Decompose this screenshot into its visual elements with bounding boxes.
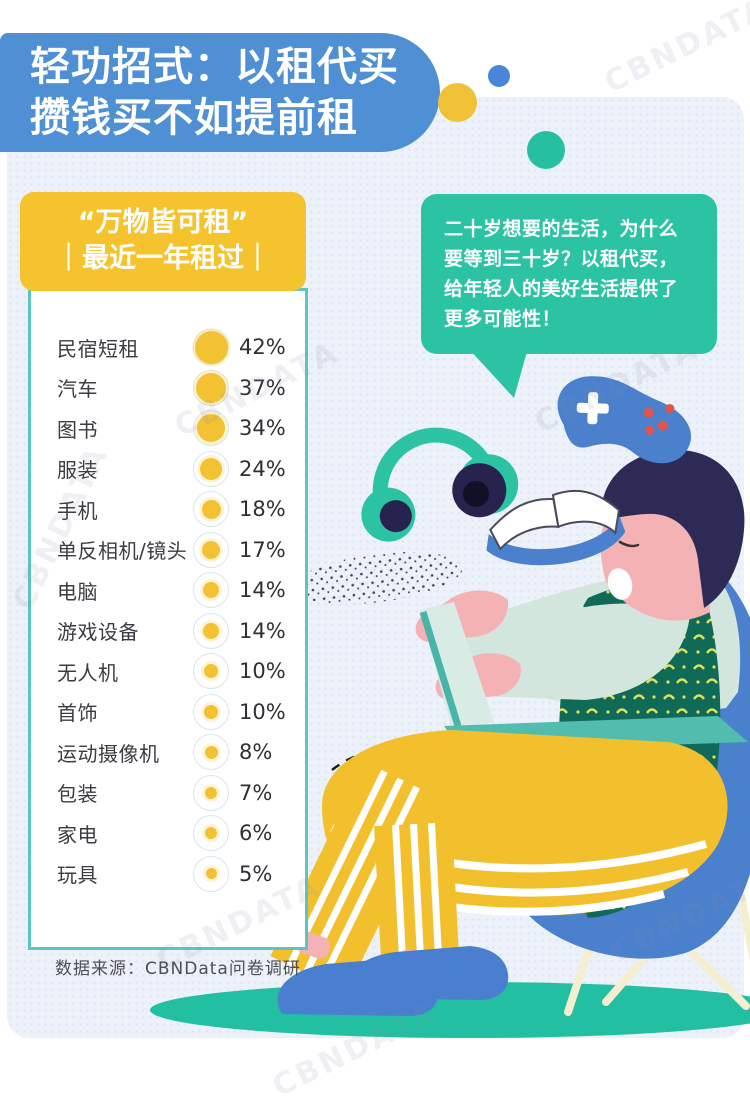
item-value: 34% — [239, 416, 286, 441]
badge-line-2: ｜最近一年租过｜ — [55, 243, 271, 274]
bubble-line: 要等到三十岁？以租代买， — [444, 248, 679, 270]
list-item: 玩具 5% — [57, 854, 297, 895]
item-label: 手机 — [57, 498, 98, 523]
item-value: 5% — [239, 861, 273, 886]
item-dot — [193, 612, 229, 649]
item-value: 42% — [239, 335, 286, 360]
item-label: 游戏设备 — [57, 620, 139, 645]
item-label: 包装 — [57, 782, 98, 807]
bubble-line: 给年轻人的美好生活提供了 — [444, 278, 679, 300]
item-dot — [193, 410, 229, 447]
item-label: 首饰 — [57, 701, 98, 726]
data-source-note: 数据来源：CBNData问卷调研 — [55, 959, 301, 979]
item-dot — [193, 693, 229, 730]
speech-bubble: 二十岁想要的生活，为什么 要等到三十岁？以租代买， 给年轻人的美好生活提供了 更… — [421, 194, 717, 354]
chart-title-badge: “万物皆可租” ｜最近一年租过｜ — [20, 192, 306, 291]
item-dot — [193, 329, 229, 366]
item-label: 单反相机/镜头 — [57, 539, 188, 564]
title-line-2: 攒钱买不如提前租 — [30, 95, 358, 141]
item-value: 7% — [239, 780, 273, 805]
item-dot — [193, 734, 229, 771]
item-dot — [193, 815, 229, 852]
decorative-dot-blue — [488, 65, 510, 87]
list-item: 电脑 14% — [57, 570, 297, 611]
list-item: 手机 18% — [57, 489, 297, 530]
item-value: 10% — [239, 659, 286, 684]
bubble-line: 更多可能性！ — [444, 308, 562, 330]
list-item: 无人机 10% — [57, 651, 297, 692]
item-dot — [193, 531, 229, 568]
list-item: 汽车 37% — [57, 368, 297, 409]
item-dot — [193, 450, 229, 487]
watermark: CBNDATA — [599, 0, 750, 101]
item-dot — [193, 572, 229, 609]
item-label: 服装 — [57, 458, 98, 483]
item-label: 家电 — [57, 822, 98, 847]
item-value: 14% — [239, 578, 286, 603]
item-value: 6% — [239, 821, 273, 846]
item-dot — [193, 491, 229, 528]
item-dot — [193, 855, 229, 892]
decorative-dot-teal — [527, 131, 565, 169]
item-label: 电脑 — [57, 579, 98, 604]
item-label: 图书 — [57, 417, 98, 442]
item-dot — [193, 653, 229, 690]
list-item: 图书 34% — [57, 408, 297, 449]
item-dot — [193, 774, 229, 811]
item-label: 无人机 — [57, 660, 119, 685]
item-value: 10% — [239, 699, 286, 724]
title-line-1: 轻功招式：以租代买 — [30, 44, 399, 90]
item-label: 汽车 — [57, 377, 98, 402]
list-item: 单反相机/镜头 17% — [57, 530, 297, 571]
item-value: 14% — [239, 618, 286, 643]
item-dot — [193, 369, 229, 406]
list-item: 游戏设备 14% — [57, 611, 297, 652]
item-value: 18% — [239, 497, 286, 522]
list-item: 运动摄像机 8% — [57, 732, 297, 773]
item-value: 37% — [239, 375, 286, 400]
item-value: 8% — [239, 740, 273, 765]
list-item: 包装 7% — [57, 773, 297, 814]
list-item: 民宿短租 42% — [57, 327, 297, 368]
item-label: 玩具 — [57, 863, 98, 888]
list-item: 首饰 10% — [57, 692, 297, 733]
list-item: 服装 24% — [57, 449, 297, 490]
list-item: 家电 6% — [57, 813, 297, 854]
decorative-dot-yellow — [438, 83, 477, 122]
item-value: 24% — [239, 456, 286, 481]
bubble-line: 二十岁想要的生活，为什么 — [444, 218, 679, 240]
page-title: 轻功招式：以租代买 攒钱买不如提前租 — [0, 33, 440, 152]
rent-list: 民宿短租 42% 汽车 37% 图书 34% 服装 24% 手机 18% 单反相机/镜头 17% 电脑 1… — [31, 327, 305, 894]
badge-line-1: “万物皆可租” — [77, 207, 249, 238]
item-label: 运动摄像机 — [57, 741, 160, 766]
item-label: 民宿短租 — [57, 336, 139, 361]
rent-list-box: 民宿短租 42% 汽车 37% 图书 34% 服装 24% 手机 18% 单反相机/镜头 17% 电脑 1… — [28, 288, 308, 950]
item-value: 17% — [239, 537, 286, 562]
